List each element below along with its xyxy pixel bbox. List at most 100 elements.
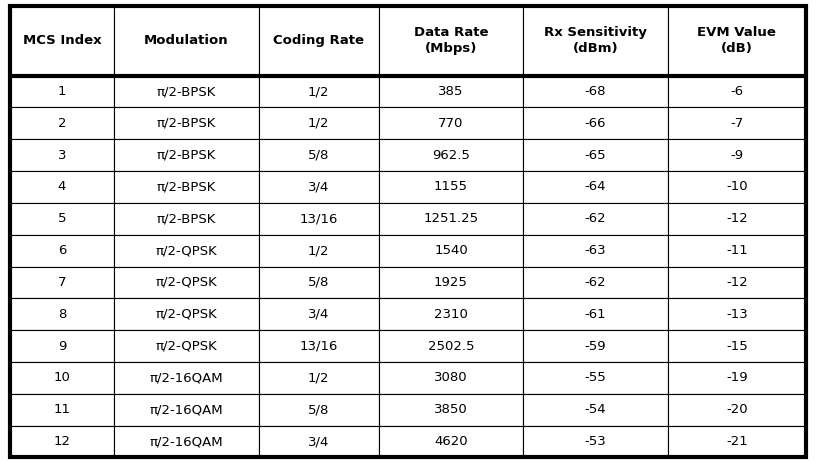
Bar [10, 425, 114, 457]
Bar [667, 203, 806, 235]
Text: -19: -19 [726, 371, 747, 384]
Text: 3080: 3080 [434, 371, 468, 384]
Text: -54: -54 [584, 403, 606, 416]
Text: MCS Index: MCS Index [23, 34, 101, 47]
Bar [114, 330, 259, 362]
Text: π/2-BPSK: π/2-BPSK [157, 213, 216, 225]
Text: π/2-QPSK: π/2-QPSK [156, 339, 217, 352]
Bar [114, 171, 259, 203]
Bar [259, 203, 379, 235]
Text: 2310: 2310 [434, 308, 468, 321]
Bar [523, 171, 667, 203]
Bar [114, 394, 259, 425]
Text: 3: 3 [58, 149, 66, 162]
Text: -53: -53 [584, 435, 606, 448]
Bar [667, 107, 806, 139]
Bar [667, 171, 806, 203]
Bar [523, 203, 667, 235]
Bar [667, 394, 806, 425]
Text: π/2-QPSK: π/2-QPSK [156, 308, 217, 321]
Text: -21: -21 [726, 435, 747, 448]
Text: 1: 1 [58, 85, 66, 98]
Text: π/2-16QAM: π/2-16QAM [149, 435, 224, 448]
Text: -61: -61 [584, 308, 606, 321]
Text: π/2-16QAM: π/2-16QAM [149, 403, 224, 416]
Bar [114, 75, 259, 107]
Bar [523, 107, 667, 139]
Text: Coding Rate: Coding Rate [273, 34, 364, 47]
Text: 1540: 1540 [434, 244, 468, 257]
Text: 7: 7 [58, 276, 66, 289]
Text: π/2-BPSK: π/2-BPSK [157, 181, 216, 194]
Text: -12: -12 [726, 276, 747, 289]
Bar [379, 298, 523, 330]
Bar [667, 267, 806, 298]
Bar [523, 139, 667, 171]
Text: 1/2: 1/2 [308, 371, 330, 384]
Bar [10, 139, 114, 171]
Text: -7: -7 [730, 117, 743, 130]
Bar [259, 362, 379, 394]
Text: 11: 11 [54, 403, 70, 416]
Text: -11: -11 [726, 244, 747, 257]
Text: -10: -10 [726, 181, 747, 194]
Text: 8: 8 [58, 308, 66, 321]
Bar [379, 362, 523, 394]
Bar [10, 75, 114, 107]
Bar [667, 75, 806, 107]
Text: Modulation: Modulation [144, 34, 228, 47]
Text: -13: -13 [726, 308, 747, 321]
Bar [667, 425, 806, 457]
Text: π/2-QPSK: π/2-QPSK [156, 276, 217, 289]
Text: π/2-BPSK: π/2-BPSK [157, 117, 216, 130]
Bar [379, 107, 523, 139]
Text: 5/8: 5/8 [308, 403, 330, 416]
Text: π/2-BPSK: π/2-BPSK [157, 149, 216, 162]
Text: -9: -9 [730, 149, 743, 162]
Text: 3/4: 3/4 [308, 181, 330, 194]
Bar [667, 298, 806, 330]
Bar [114, 107, 259, 139]
Bar [259, 425, 379, 457]
Bar [523, 298, 667, 330]
Text: π/2-QPSK: π/2-QPSK [156, 244, 217, 257]
Bar [114, 203, 259, 235]
Bar [10, 235, 114, 267]
Text: 4: 4 [58, 181, 66, 194]
Bar [667, 235, 806, 267]
Bar [523, 75, 667, 107]
Text: 13/16: 13/16 [299, 339, 338, 352]
Bar [114, 139, 259, 171]
Bar [379, 139, 523, 171]
Bar [523, 362, 667, 394]
Bar [259, 235, 379, 267]
Text: -66: -66 [584, 117, 606, 130]
Bar [379, 235, 523, 267]
Text: 4620: 4620 [434, 435, 468, 448]
Bar [259, 75, 379, 107]
Text: 2502.5: 2502.5 [428, 339, 474, 352]
Text: -64: -64 [584, 181, 606, 194]
Text: -20: -20 [726, 403, 747, 416]
Bar [10, 171, 114, 203]
Text: -6: -6 [730, 85, 743, 98]
Text: -15: -15 [726, 339, 747, 352]
Text: -65: -65 [584, 149, 606, 162]
Bar [10, 298, 114, 330]
Bar [523, 267, 667, 298]
Text: 5: 5 [58, 213, 66, 225]
Text: 5/8: 5/8 [308, 276, 330, 289]
Bar [667, 362, 806, 394]
Bar [114, 298, 259, 330]
Bar [667, 330, 806, 362]
Text: -68: -68 [584, 85, 606, 98]
Text: Rx Sensitivity
(dBm): Rx Sensitivity (dBm) [544, 26, 647, 55]
Text: 1/2: 1/2 [308, 244, 330, 257]
Text: 1925: 1925 [434, 276, 468, 289]
Text: EVM Value
(dB): EVM Value (dB) [698, 26, 776, 55]
Text: π/2-BPSK: π/2-BPSK [157, 85, 216, 98]
Text: 5/8: 5/8 [308, 149, 330, 162]
Text: 9: 9 [58, 339, 66, 352]
Text: 385: 385 [438, 85, 463, 98]
Bar [379, 171, 523, 203]
